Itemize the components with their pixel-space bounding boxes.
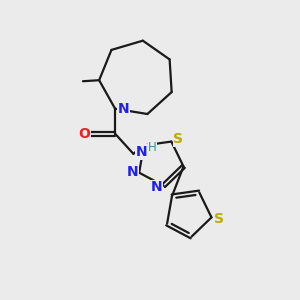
Text: O: O — [79, 127, 90, 141]
Text: S: S — [173, 132, 183, 146]
Text: N: N — [136, 145, 147, 159]
Text: S: S — [214, 212, 224, 226]
Text: N: N — [126, 165, 138, 179]
Text: N: N — [151, 181, 162, 194]
Text: N: N — [117, 102, 129, 116]
Text: H: H — [148, 141, 157, 154]
